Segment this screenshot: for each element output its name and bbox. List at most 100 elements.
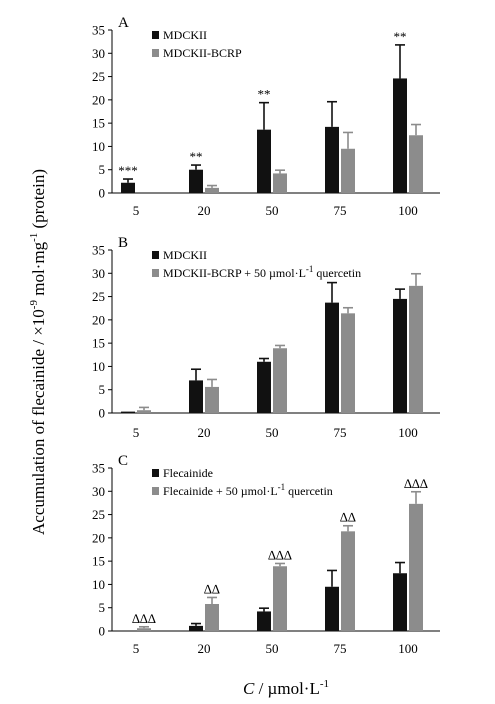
y-tick-label: 10 bbox=[92, 359, 105, 374]
legend-swatch bbox=[152, 469, 159, 477]
x-tick-label: 75 bbox=[334, 425, 347, 440]
series-2 bbox=[137, 272, 423, 413]
x-tick-label: 20 bbox=[198, 641, 211, 656]
x-tick-label: 5 bbox=[133, 425, 140, 440]
x-tick-label: 100 bbox=[398, 641, 418, 656]
x-tick-label: 20 bbox=[198, 425, 211, 440]
series-1 bbox=[121, 44, 407, 193]
bar bbox=[137, 628, 151, 631]
bar bbox=[189, 169, 203, 193]
bar bbox=[273, 348, 287, 413]
bar bbox=[409, 285, 423, 413]
x-tick-label: 20 bbox=[198, 203, 211, 218]
y-tick-label: 15 bbox=[92, 554, 105, 569]
panel-label: B bbox=[118, 235, 128, 251]
significance-marker: ** bbox=[258, 87, 271, 102]
y-tick-label: 10 bbox=[92, 577, 105, 592]
bar bbox=[409, 503, 423, 631]
legend: MDCKII MDCKII-BCRP + 50 µmol·L-1 querceti… bbox=[152, 248, 361, 280]
bar bbox=[341, 531, 355, 631]
x-tick-label: 75 bbox=[334, 641, 347, 656]
y-tick-label: 35 bbox=[92, 243, 105, 258]
y-tick-label: 30 bbox=[92, 484, 105, 499]
panel-label: A bbox=[118, 15, 129, 31]
bar bbox=[409, 135, 423, 193]
series-2 bbox=[137, 490, 423, 631]
x-tick-label: 75 bbox=[334, 203, 347, 218]
y-tick-label: 0 bbox=[99, 406, 106, 421]
y-tick-label: 0 bbox=[99, 186, 106, 201]
bar bbox=[325, 126, 339, 193]
significance-marker: ∆∆ bbox=[204, 581, 220, 596]
bar bbox=[393, 573, 407, 631]
x-tick-label: 5 bbox=[133, 203, 140, 218]
x-tick-label: 100 bbox=[398, 203, 418, 218]
y-tick-label: 25 bbox=[92, 69, 105, 84]
y-axis-label: Accumulation of flecainide / ×10-9 mol·m… bbox=[28, 169, 48, 535]
series-1 bbox=[189, 561, 407, 631]
x-tick-label: 50 bbox=[266, 641, 279, 656]
bar bbox=[205, 603, 219, 631]
bar bbox=[189, 625, 203, 631]
bar bbox=[257, 611, 271, 631]
y-tick-label: 20 bbox=[92, 312, 105, 327]
y-tick-label: 15 bbox=[92, 116, 105, 131]
y-tick-label: 15 bbox=[92, 336, 105, 351]
significance-marker: ** bbox=[190, 149, 203, 164]
y-tick-label: 5 bbox=[99, 382, 106, 397]
significance-marker: *** bbox=[118, 163, 138, 178]
y-tick-label: 30 bbox=[92, 266, 105, 281]
legend: Flecainide Flecainide + 50 µmol·L-1 querc… bbox=[152, 466, 333, 498]
series-1 bbox=[121, 281, 407, 413]
legend-label: MDCKII bbox=[163, 28, 207, 42]
y-tick-label: 25 bbox=[92, 507, 105, 522]
y-tick-label: 0 bbox=[99, 624, 106, 639]
x-axis-label: C / µmol·L-1 bbox=[243, 678, 329, 698]
bar bbox=[121, 182, 135, 193]
series-2 bbox=[205, 123, 423, 193]
significance-marker: ∆∆∆ bbox=[268, 547, 292, 562]
bar bbox=[341, 313, 355, 413]
bar bbox=[205, 187, 219, 193]
legend-swatch bbox=[152, 251, 159, 259]
panel-b: B 0 5 10 15 20 25 30 35 5 20 50 75 100 MDCKII MDCKII-BC… bbox=[92, 235, 440, 440]
y-tick-label: 35 bbox=[92, 23, 105, 38]
legend-swatch bbox=[152, 487, 159, 495]
legend-swatch bbox=[152, 269, 159, 277]
y-tick-label: 25 bbox=[92, 289, 105, 304]
significance-marker: ∆∆ bbox=[340, 510, 356, 525]
y-tick-label: 5 bbox=[99, 162, 106, 177]
y-tick-label: 10 bbox=[92, 139, 105, 154]
legend-label: MDCKII-BCRP bbox=[163, 46, 242, 60]
x-tick-label: 100 bbox=[398, 425, 418, 440]
bar bbox=[273, 173, 287, 193]
y-tick-label: 35 bbox=[92, 461, 105, 476]
significance-marker: ** bbox=[394, 29, 407, 44]
bar bbox=[257, 361, 271, 413]
y-tick-label: 30 bbox=[92, 46, 105, 61]
bar bbox=[121, 411, 135, 413]
y-tick-label: 20 bbox=[92, 92, 105, 107]
bar bbox=[341, 148, 355, 193]
legend-label: Flecainide + 50 µmol·L-1 quercetin bbox=[163, 482, 333, 498]
bar bbox=[137, 410, 151, 413]
bar bbox=[189, 380, 203, 413]
y-tick-label: 20 bbox=[92, 530, 105, 545]
bar bbox=[273, 566, 287, 631]
legend-label: MDCKII bbox=[163, 248, 207, 262]
y-tick-label: 5 bbox=[99, 600, 106, 615]
significance-marker: ∆∆∆ bbox=[404, 476, 428, 491]
x-tick-label: 5 bbox=[133, 641, 140, 656]
significance-marker: ∆∆∆ bbox=[132, 611, 156, 626]
x-tick-label: 50 bbox=[266, 203, 279, 218]
bar bbox=[205, 386, 219, 413]
legend-swatch bbox=[152, 31, 159, 39]
x-tick-label: 50 bbox=[266, 425, 279, 440]
bar bbox=[325, 586, 339, 631]
legend: MDCKII MDCKII-BCRP bbox=[152, 28, 242, 60]
legend-label: Flecainide bbox=[163, 466, 213, 480]
legend-label: MDCKII-BCRP + 50 µmol·L-1 quercetin bbox=[163, 264, 361, 280]
